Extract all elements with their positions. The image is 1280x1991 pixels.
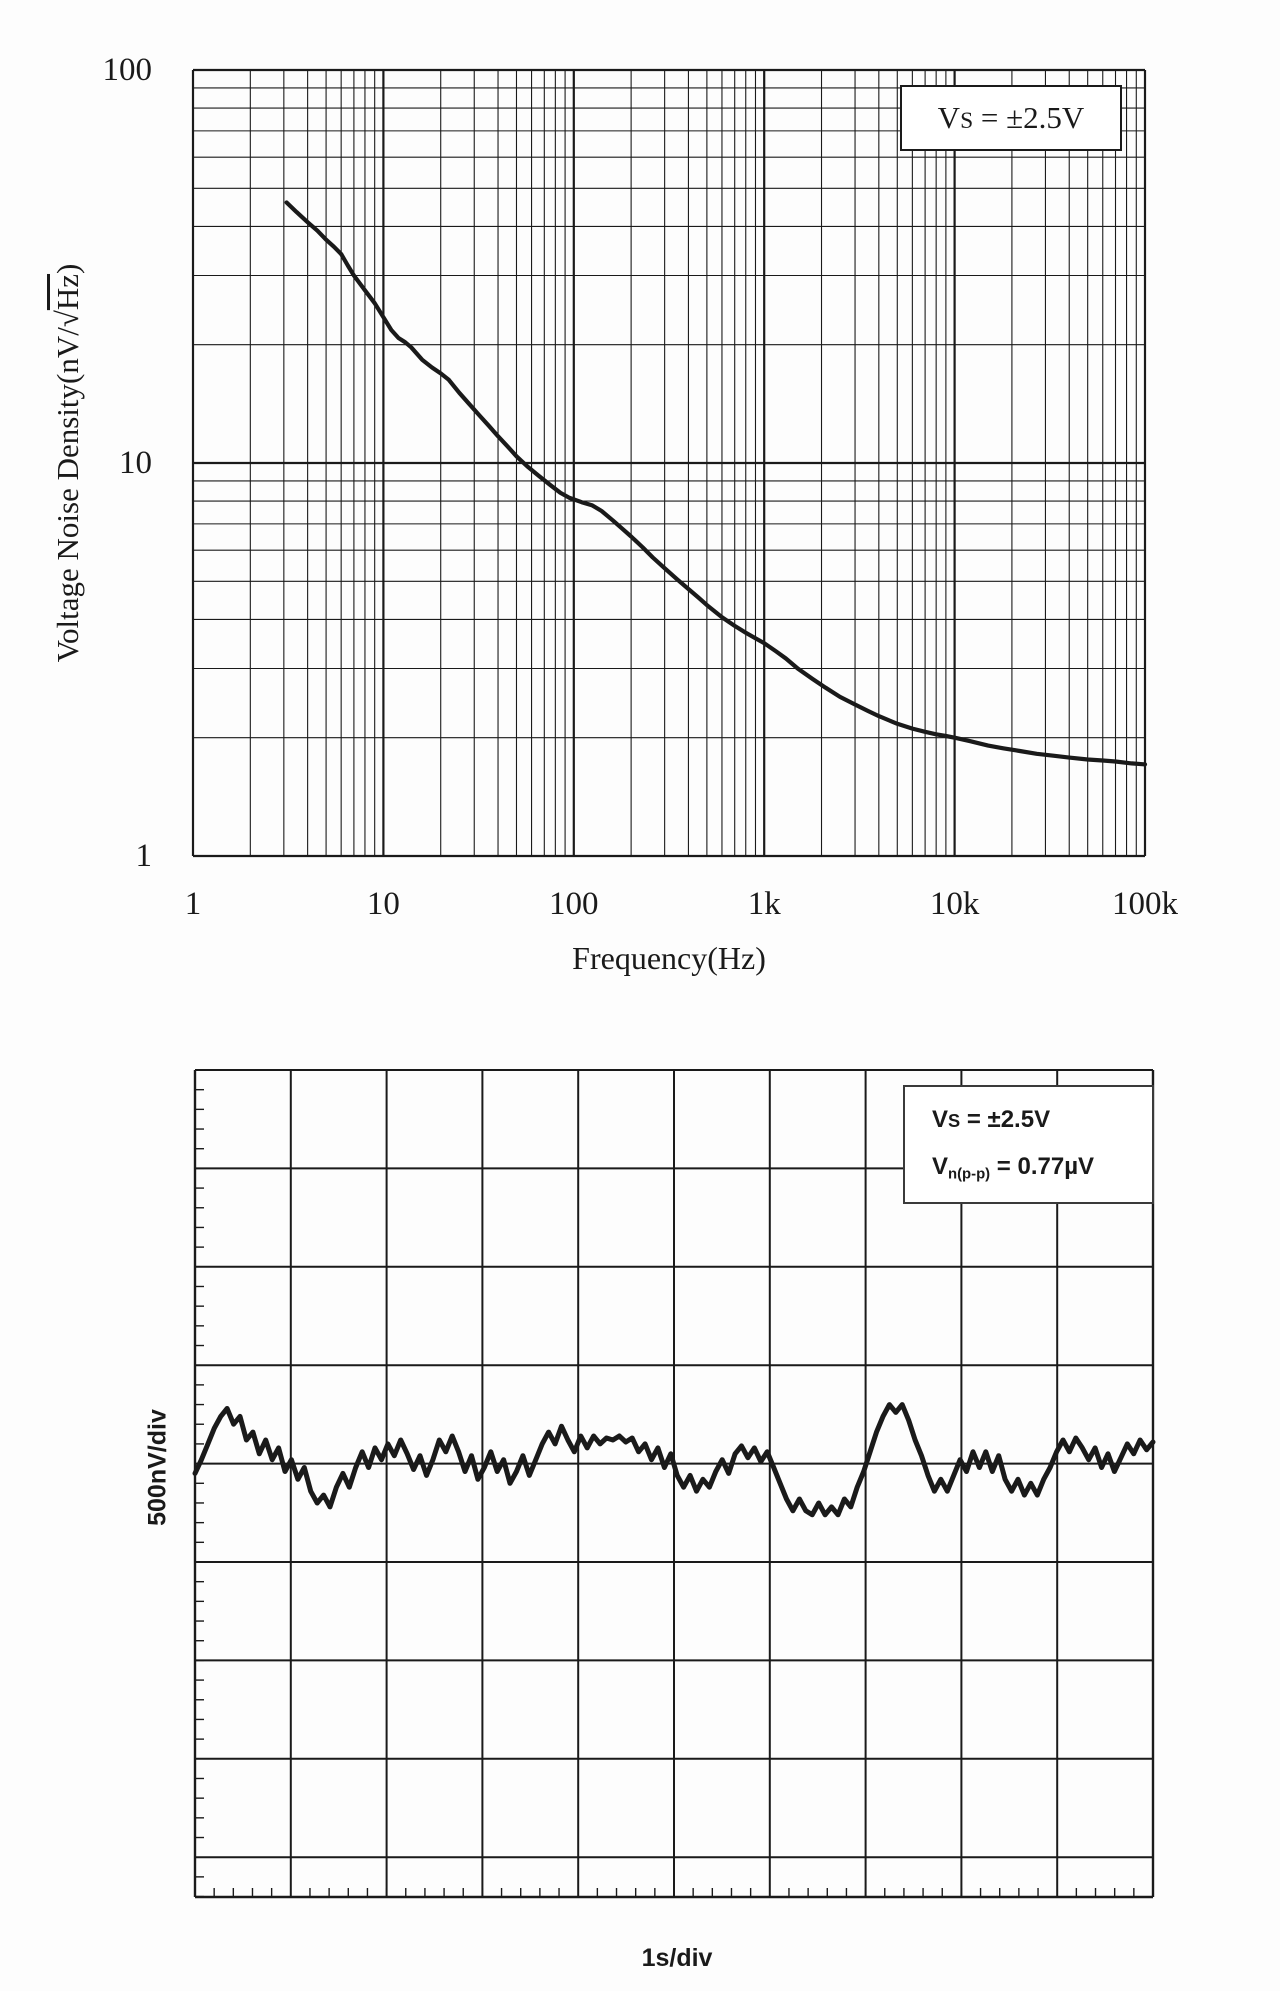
noise-density-grid	[191, 68, 1147, 858]
x-tick-label: 100k	[1112, 886, 1178, 922]
sqrt-symbol: √	[50, 310, 85, 328]
y-tick-label: 1	[135, 838, 153, 874]
scope-y-axis-label: 500nV/div	[143, 1409, 172, 1526]
x-tick-label: 100	[549, 886, 599, 922]
noise-density-y-axis-title: Voltage Noise Density(nV/√Hz)	[48, 63, 88, 863]
x-tick-label: 1k	[747, 886, 781, 922]
annotation-text: VS = ±2.5V	[937, 100, 1085, 135]
y-title-close: )	[50, 263, 85, 274]
x-tick-label: 10	[366, 886, 400, 922]
scope-annotation-box: VS = ±2.5V Vn(p-p) = 0.77µV	[903, 1085, 1154, 1204]
annotation-line-supply: VS = ±2.5V	[932, 1106, 1051, 1134]
scope-x-axis-label: 1s/div	[641, 1944, 713, 1972]
scope-grid	[193, 1069, 1155, 1899]
noise-density-curve	[284, 200, 1148, 767]
scope-noise-trace	[192, 1402, 1156, 1518]
y-tick-label: 100	[102, 52, 153, 88]
noise-density-x-axis-title: Frequency(Hz)	[572, 940, 766, 976]
x-tick-label: 1	[184, 886, 202, 922]
annotation-line-noise-pp: Vn(p-p) = 0.77µV	[932, 1153, 1095, 1183]
sqrt-radicand: Hz	[50, 273, 85, 311]
y-title-main: Voltage Noise Density(nV/	[50, 327, 85, 663]
supply-voltage-annotation-box: VS = ±2.5V	[900, 85, 1122, 151]
x-tick-label: 10k	[929, 886, 980, 922]
y-tick-label: 10	[119, 445, 152, 481]
